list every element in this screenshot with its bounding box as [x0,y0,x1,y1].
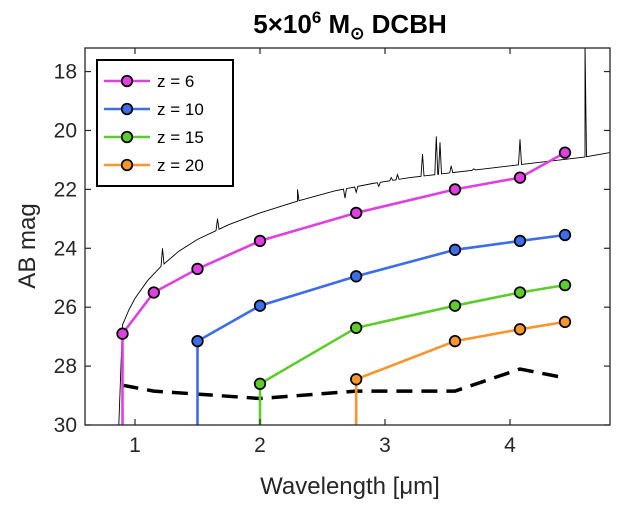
x-tick-label-1: 1 [129,434,141,457]
series-0-point-1 [147,286,160,299]
x-tick-label-4: 4 [504,434,516,457]
axes-box [84,47,611,426]
series-0-point-7 [558,146,572,159]
axes: 1 2 3 4 18 20 22 24 26 28 30 [54,47,611,457]
series-line-3 [354,320,566,425]
series-0-point-3 [253,234,267,248]
x-tick-label-3: 3 [379,434,391,457]
series-0-point-5 [448,183,462,196]
y-axis-label: AB mag [14,203,41,288]
y-tick-label-28: 28 [54,355,77,378]
series-2-point-2 [448,299,462,312]
y-tick-label-30: 30 [54,414,77,437]
series-0-point-4 [350,206,363,220]
series-1-point-3 [448,243,462,256]
series-3-point-2 [513,323,527,336]
series-0-point-6 [513,171,527,184]
series-line-2 [258,283,566,425]
legend: z = 6 z = 10 z = 15 z = 20 [96,59,234,187]
series-1-point-1 [253,299,267,312]
x-tick-label-2: 2 [254,434,266,457]
legend-label-2: z = 15 [157,128,204,147]
legend-marker-0 [120,74,134,88]
series-3-point-3 [558,315,572,329]
series-2-point-4 [558,278,572,292]
series-3-point-0 [350,373,363,386]
y-tick-label-20: 20 [54,119,77,142]
y-tick-label-26: 26 [54,296,77,319]
series-0-point-0 [116,327,129,340]
series-1-point-5 [558,228,572,242]
y-tick-label-24: 24 [54,237,78,260]
series-1-point-0 [191,334,204,348]
legend-marker-1 [120,102,134,116]
plot-content [116,48,610,425]
series-0-point-2 [191,262,204,276]
legend-marker-2 [120,130,134,144]
legend-label-1: z = 10 [157,100,204,119]
x-axis-label: Wavelength [μm] [260,473,440,500]
series-3-point-1 [448,334,462,348]
y-tick-label-18: 18 [54,61,77,84]
series-2-point-0 [253,377,267,390]
legend-marker-3 [120,158,134,172]
series-1-point-2 [350,270,363,283]
legend-label-0: z = 6 [157,72,194,91]
series-2-point-1 [350,321,363,334]
model-spectrum-line [118,48,610,425]
series-line-1 [196,233,566,425]
series-line-0 [121,151,566,425]
plot-area [116,48,610,425]
sensitivity-limit-line [122,367,566,401]
series-2-point-3 [513,286,527,299]
series-1-point-4 [513,234,527,248]
chart-title: 5×106 M⊙ DCBH [253,8,447,43]
y-tick-label-22: 22 [54,178,77,201]
legend-label-3: z = 20 [157,156,204,175]
